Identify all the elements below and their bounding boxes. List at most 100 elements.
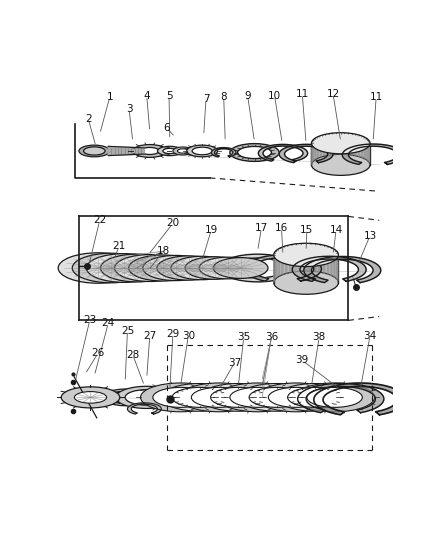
Ellipse shape — [79, 145, 110, 157]
Ellipse shape — [311, 133, 370, 154]
Text: 19: 19 — [205, 224, 218, 235]
Text: 9: 9 — [244, 91, 251, 101]
Polygon shape — [314, 244, 316, 272]
Ellipse shape — [125, 390, 168, 405]
Polygon shape — [347, 133, 349, 155]
Ellipse shape — [218, 383, 298, 412]
Ellipse shape — [311, 154, 370, 175]
Text: 16: 16 — [275, 223, 288, 233]
Text: 29: 29 — [166, 329, 180, 339]
Text: 22: 22 — [93, 215, 106, 225]
Polygon shape — [317, 136, 318, 158]
Polygon shape — [361, 136, 363, 158]
Ellipse shape — [61, 387, 120, 408]
Ellipse shape — [200, 384, 277, 411]
Ellipse shape — [274, 243, 339, 266]
Ellipse shape — [294, 383, 374, 412]
Polygon shape — [323, 134, 325, 156]
Text: 23: 23 — [83, 316, 96, 325]
Ellipse shape — [116, 386, 177, 408]
Text: 37: 37 — [228, 358, 241, 368]
Text: 27: 27 — [143, 331, 156, 341]
Ellipse shape — [237, 147, 272, 159]
Ellipse shape — [74, 392, 106, 403]
Ellipse shape — [172, 387, 228, 407]
Ellipse shape — [141, 148, 159, 155]
Polygon shape — [355, 134, 357, 156]
Ellipse shape — [100, 254, 173, 282]
Ellipse shape — [171, 256, 233, 280]
Ellipse shape — [110, 392, 141, 403]
Ellipse shape — [102, 389, 148, 406]
Polygon shape — [327, 246, 329, 274]
Ellipse shape — [187, 145, 218, 157]
Text: 25: 25 — [121, 326, 134, 336]
Polygon shape — [294, 244, 296, 272]
Text: 39: 39 — [296, 356, 309, 366]
Polygon shape — [274, 255, 339, 282]
Text: 38: 38 — [313, 332, 326, 342]
Polygon shape — [368, 140, 369, 162]
Text: 12: 12 — [326, 89, 340, 99]
Ellipse shape — [163, 148, 177, 154]
Polygon shape — [309, 243, 311, 271]
Ellipse shape — [179, 383, 259, 412]
Ellipse shape — [173, 147, 193, 155]
Text: 14: 14 — [329, 224, 343, 235]
Text: 34: 34 — [364, 331, 377, 341]
Polygon shape — [339, 133, 341, 154]
Text: 11: 11 — [296, 89, 309, 99]
Ellipse shape — [307, 387, 362, 407]
Ellipse shape — [84, 147, 105, 155]
Ellipse shape — [268, 387, 324, 407]
Polygon shape — [327, 134, 328, 155]
Ellipse shape — [84, 147, 105, 155]
Polygon shape — [244, 255, 321, 281]
Text: 24: 24 — [102, 318, 115, 328]
Ellipse shape — [199, 257, 256, 279]
Polygon shape — [285, 246, 287, 273]
Ellipse shape — [88, 149, 100, 154]
Polygon shape — [315, 138, 316, 159]
Polygon shape — [358, 135, 360, 157]
Text: 11: 11 — [370, 92, 383, 102]
Polygon shape — [320, 135, 321, 157]
Text: 4: 4 — [143, 91, 150, 101]
Text: 21: 21 — [113, 241, 126, 252]
Text: 5: 5 — [166, 91, 172, 101]
Text: 8: 8 — [220, 92, 227, 102]
Text: 15: 15 — [300, 224, 314, 235]
Ellipse shape — [157, 256, 221, 280]
Ellipse shape — [158, 146, 182, 156]
Ellipse shape — [238, 384, 315, 411]
Ellipse shape — [86, 254, 162, 282]
Ellipse shape — [192, 147, 212, 155]
Polygon shape — [276, 249, 277, 277]
Polygon shape — [323, 245, 325, 273]
Polygon shape — [108, 147, 145, 156]
Polygon shape — [127, 403, 161, 414]
Text: 2: 2 — [85, 114, 92, 124]
Text: 18: 18 — [157, 246, 170, 256]
Text: 7: 7 — [203, 94, 209, 103]
Text: 36: 36 — [265, 332, 278, 342]
Text: 13: 13 — [364, 231, 377, 241]
Polygon shape — [289, 245, 291, 272]
Text: 28: 28 — [126, 350, 139, 360]
Text: 30: 30 — [182, 331, 195, 341]
Text: 1: 1 — [106, 92, 113, 102]
Polygon shape — [212, 148, 236, 157]
Ellipse shape — [177, 149, 188, 153]
Polygon shape — [304, 243, 306, 271]
Polygon shape — [292, 256, 366, 281]
Polygon shape — [279, 144, 333, 163]
Ellipse shape — [133, 144, 167, 157]
Ellipse shape — [153, 387, 208, 407]
Ellipse shape — [219, 254, 296, 282]
Ellipse shape — [185, 257, 244, 279]
Ellipse shape — [191, 387, 247, 407]
Text: 3: 3 — [126, 103, 132, 114]
Text: 35: 35 — [237, 332, 251, 342]
Polygon shape — [299, 244, 301, 271]
Polygon shape — [282, 247, 283, 274]
